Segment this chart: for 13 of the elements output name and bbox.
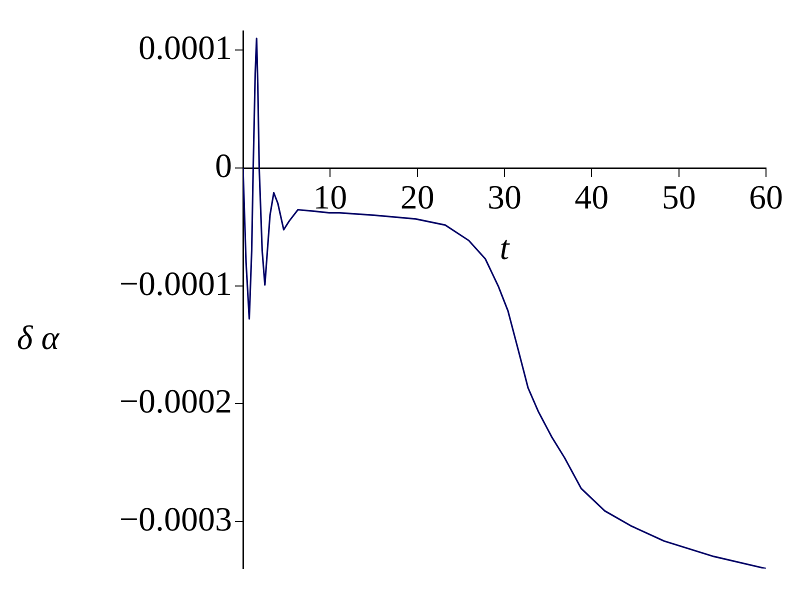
x-tick-label: 40 [574,179,609,216]
x-tick-label: 60 [749,179,783,216]
x-tick-label: 50 [662,179,696,216]
x-tick-label: 20 [400,179,434,216]
x-tick-label: 30 [488,179,522,216]
y-tick-label: 0 [215,148,232,185]
x-axis-title: t [500,230,511,267]
y-tick-label: −0.0002 [119,384,232,421]
y-tick-label: −0.0001 [119,266,232,303]
y-tick-label: −0.0003 [119,501,232,538]
y-tick-label: 0.0001 [138,30,232,68]
y-axis-title: δ α [16,320,60,357]
x-tick-label: 10 [313,179,348,216]
